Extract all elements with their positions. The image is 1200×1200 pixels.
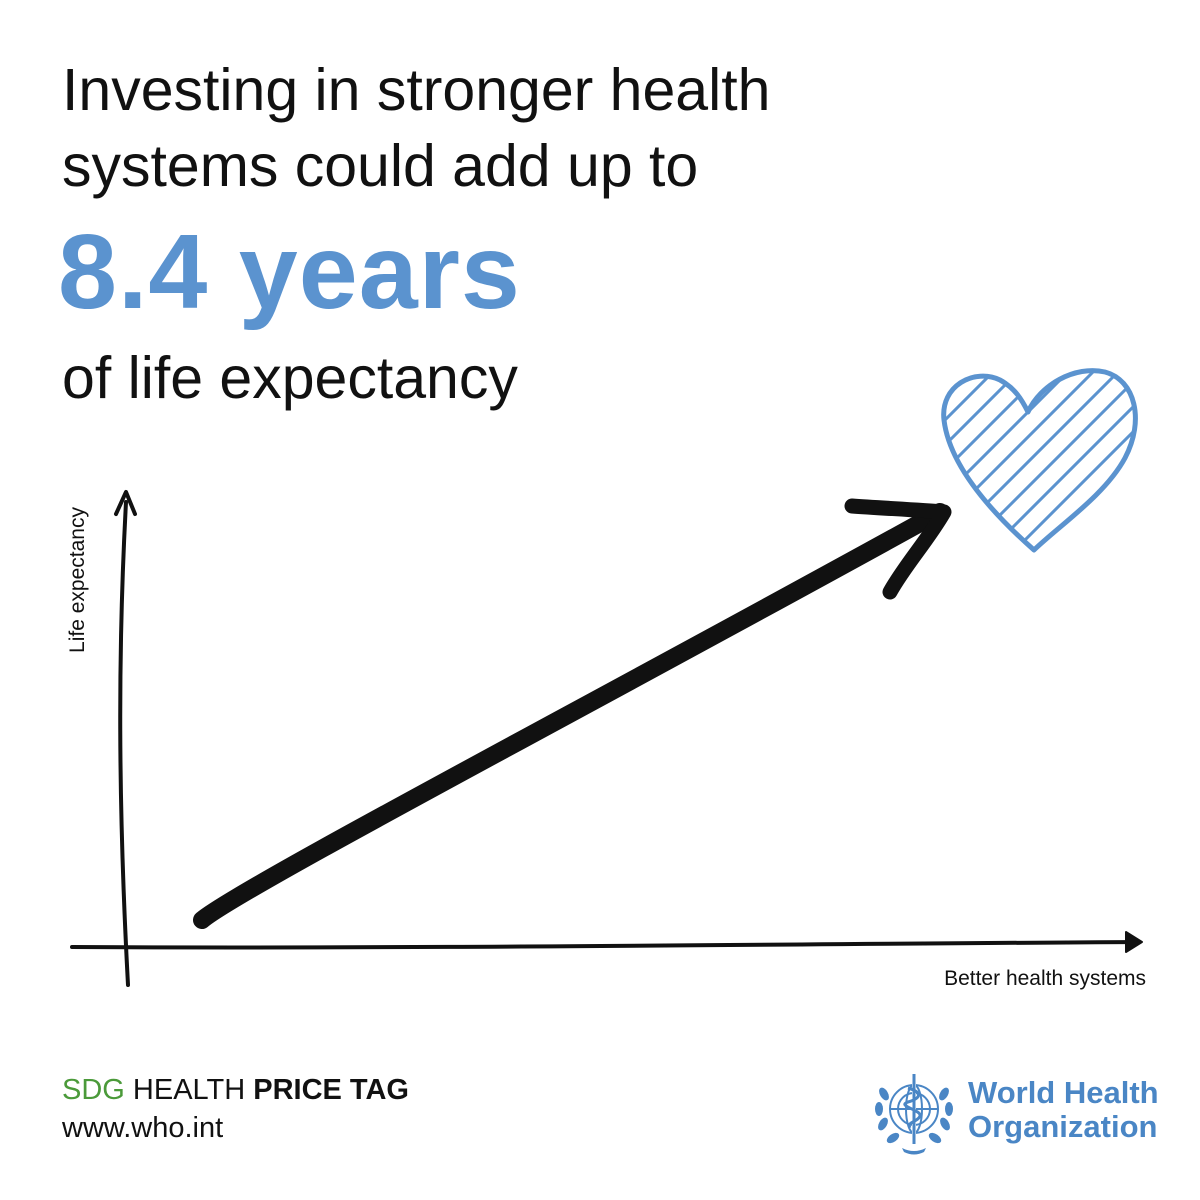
who-name-line-2: Organization	[968, 1109, 1158, 1144]
headline-line-2: systems could add up to	[62, 133, 699, 199]
heart-icon	[941, 368, 1138, 553]
headline-line-1: Investing in stronger health	[62, 57, 771, 123]
x-axis-label: Better health systems	[944, 967, 1146, 990]
sdg-price-tag: SDG HEALTH PRICE TAG	[62, 1072, 409, 1108]
highlight-figure: 8.4 years	[58, 213, 521, 331]
who-name-line-1: World Health	[968, 1075, 1159, 1110]
headline: Investing in stronger health systems cou…	[62, 52, 1122, 204]
y-axis-label: Life expectancy	[66, 507, 89, 653]
who-emblem-icon	[875, 1074, 953, 1155]
tag-prefix: SDG	[62, 1074, 125, 1106]
website-link[interactable]: www.who.int	[62, 1112, 224, 1144]
x-axis-line	[70, 940, 1138, 950]
who-name: World Health Organization	[968, 1076, 1159, 1144]
y-axis-arrowhead	[114, 490, 137, 516]
x-axis-arrowhead	[1125, 931, 1143, 953]
growth-arrow-head	[844, 498, 952, 600]
headline-line-3: of life expectancy	[62, 345, 518, 411]
tag-middle: HEALTH	[132, 1074, 246, 1106]
y-axis-line	[118, 500, 130, 987]
tag-bold: PRICE TAG	[253, 1074, 409, 1106]
growth-arrow-shaft	[193, 503, 949, 929]
